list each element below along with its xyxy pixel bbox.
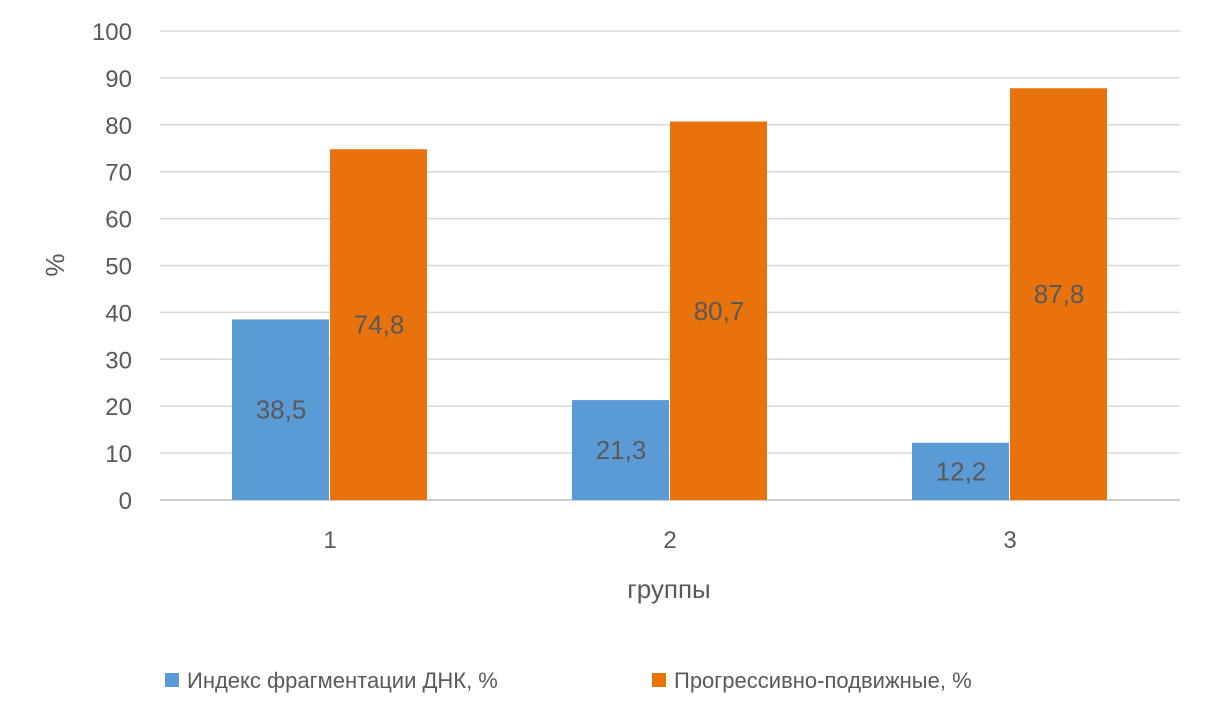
legend-label: Прогрессивно-подвижные, % [674, 668, 972, 693]
data-label: 38,5 [256, 395, 307, 425]
x-tick-label: 3 [1003, 527, 1016, 554]
legend-swatch [165, 673, 179, 687]
bar-progressive-motility [670, 121, 767, 500]
x-tick-labels: 1 2 3 [323, 527, 1016, 554]
x-tick-label: 1 [323, 527, 336, 554]
bar-progressive-motility [330, 149, 427, 501]
legend-label: Индекс фрагментации ДНК, % [187, 668, 498, 693]
y-tick-label: 30 [105, 347, 132, 374]
bar-dna-fragmentation [572, 400, 669, 500]
y-tick-label: 10 [105, 441, 132, 468]
legend-swatch [652, 673, 666, 687]
x-axis-label: группы [627, 574, 711, 604]
y-tick-label: 20 [105, 394, 132, 421]
bar-dna-fragmentation [232, 319, 329, 500]
y-axis-label: % [40, 253, 70, 276]
data-label: 80,7 [694, 296, 745, 326]
legend: Индекс фрагментации ДНК, % Прогрессивно-п… [165, 668, 972, 693]
bars: 38,5 74,8 21,3 80,7 12,2 87,8 [232, 88, 1107, 501]
bar-progressive-motility [1010, 88, 1107, 500]
y-tick-label: 80 [105, 113, 132, 140]
y-tick-label: 50 [105, 254, 132, 281]
y-tick-label: 100 [92, 19, 132, 46]
y-tick-label: 40 [105, 300, 132, 327]
y-tick-label: 0 [119, 488, 132, 515]
data-label: 12,2 [936, 456, 987, 486]
data-label: 21,3 [596, 435, 647, 465]
y-tick-label: 90 [105, 66, 132, 93]
y-tick-labels: 0 10 20 30 40 50 60 70 80 90 100 [92, 19, 132, 515]
data-label: 74,8 [354, 310, 405, 340]
data-label: 87,8 [1034, 279, 1085, 309]
y-tick-label: 70 [105, 160, 132, 187]
y-tick-label: 60 [105, 207, 132, 234]
bar-dna-fragmentation [912, 442, 1009, 500]
x-tick-label: 2 [663, 527, 676, 554]
